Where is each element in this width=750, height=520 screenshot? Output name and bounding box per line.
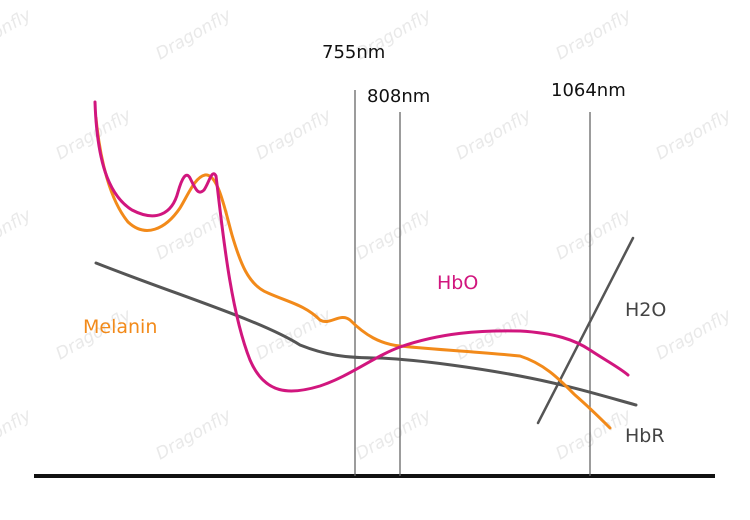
series-label-hbr: HbR — [625, 425, 665, 447]
watermark-text: Dragonfly — [0, 405, 36, 465]
marker-label-755nm: 755nm — [322, 42, 385, 63]
series-line-melanin — [94, 116, 612, 430]
watermark-text: Dragonfly — [253, 105, 336, 165]
watermark-text: Dragonfly — [353, 405, 436, 465]
watermark-text: Dragonfly — [653, 105, 736, 165]
watermark-text: Dragonfly — [353, 205, 436, 265]
watermark-text: Dragonfly — [153, 5, 236, 65]
watermark-text: Dragonfly — [453, 305, 536, 365]
series-line-hbr — [94, 261, 638, 407]
watermark-text: Dragonfly — [453, 105, 536, 165]
series-label-hbo: HbO — [437, 272, 478, 294]
watermark-text: Dragonfly — [253, 305, 336, 365]
marker-label-1064nm: 1064nm — [551, 80, 626, 101]
series-line-h2o — [536, 236, 635, 425]
series-label-h2o: H2O — [625, 299, 666, 321]
series-line-hbo — [93, 100, 630, 393]
series-label-melanin: Melanin — [83, 316, 157, 338]
watermark-text: Dragonfly — [553, 5, 636, 65]
watermark-layer: Dragonfly Dragonfly Dragonfly Dragonfly Drag… — [0, 5, 736, 465]
marker-label-808nm: 808nm — [367, 86, 430, 107]
watermark-text: Dragonfly — [153, 405, 236, 465]
watermark-text: Dragonfly — [0, 5, 36, 65]
watermark-text: Dragonfly — [0, 205, 36, 265]
